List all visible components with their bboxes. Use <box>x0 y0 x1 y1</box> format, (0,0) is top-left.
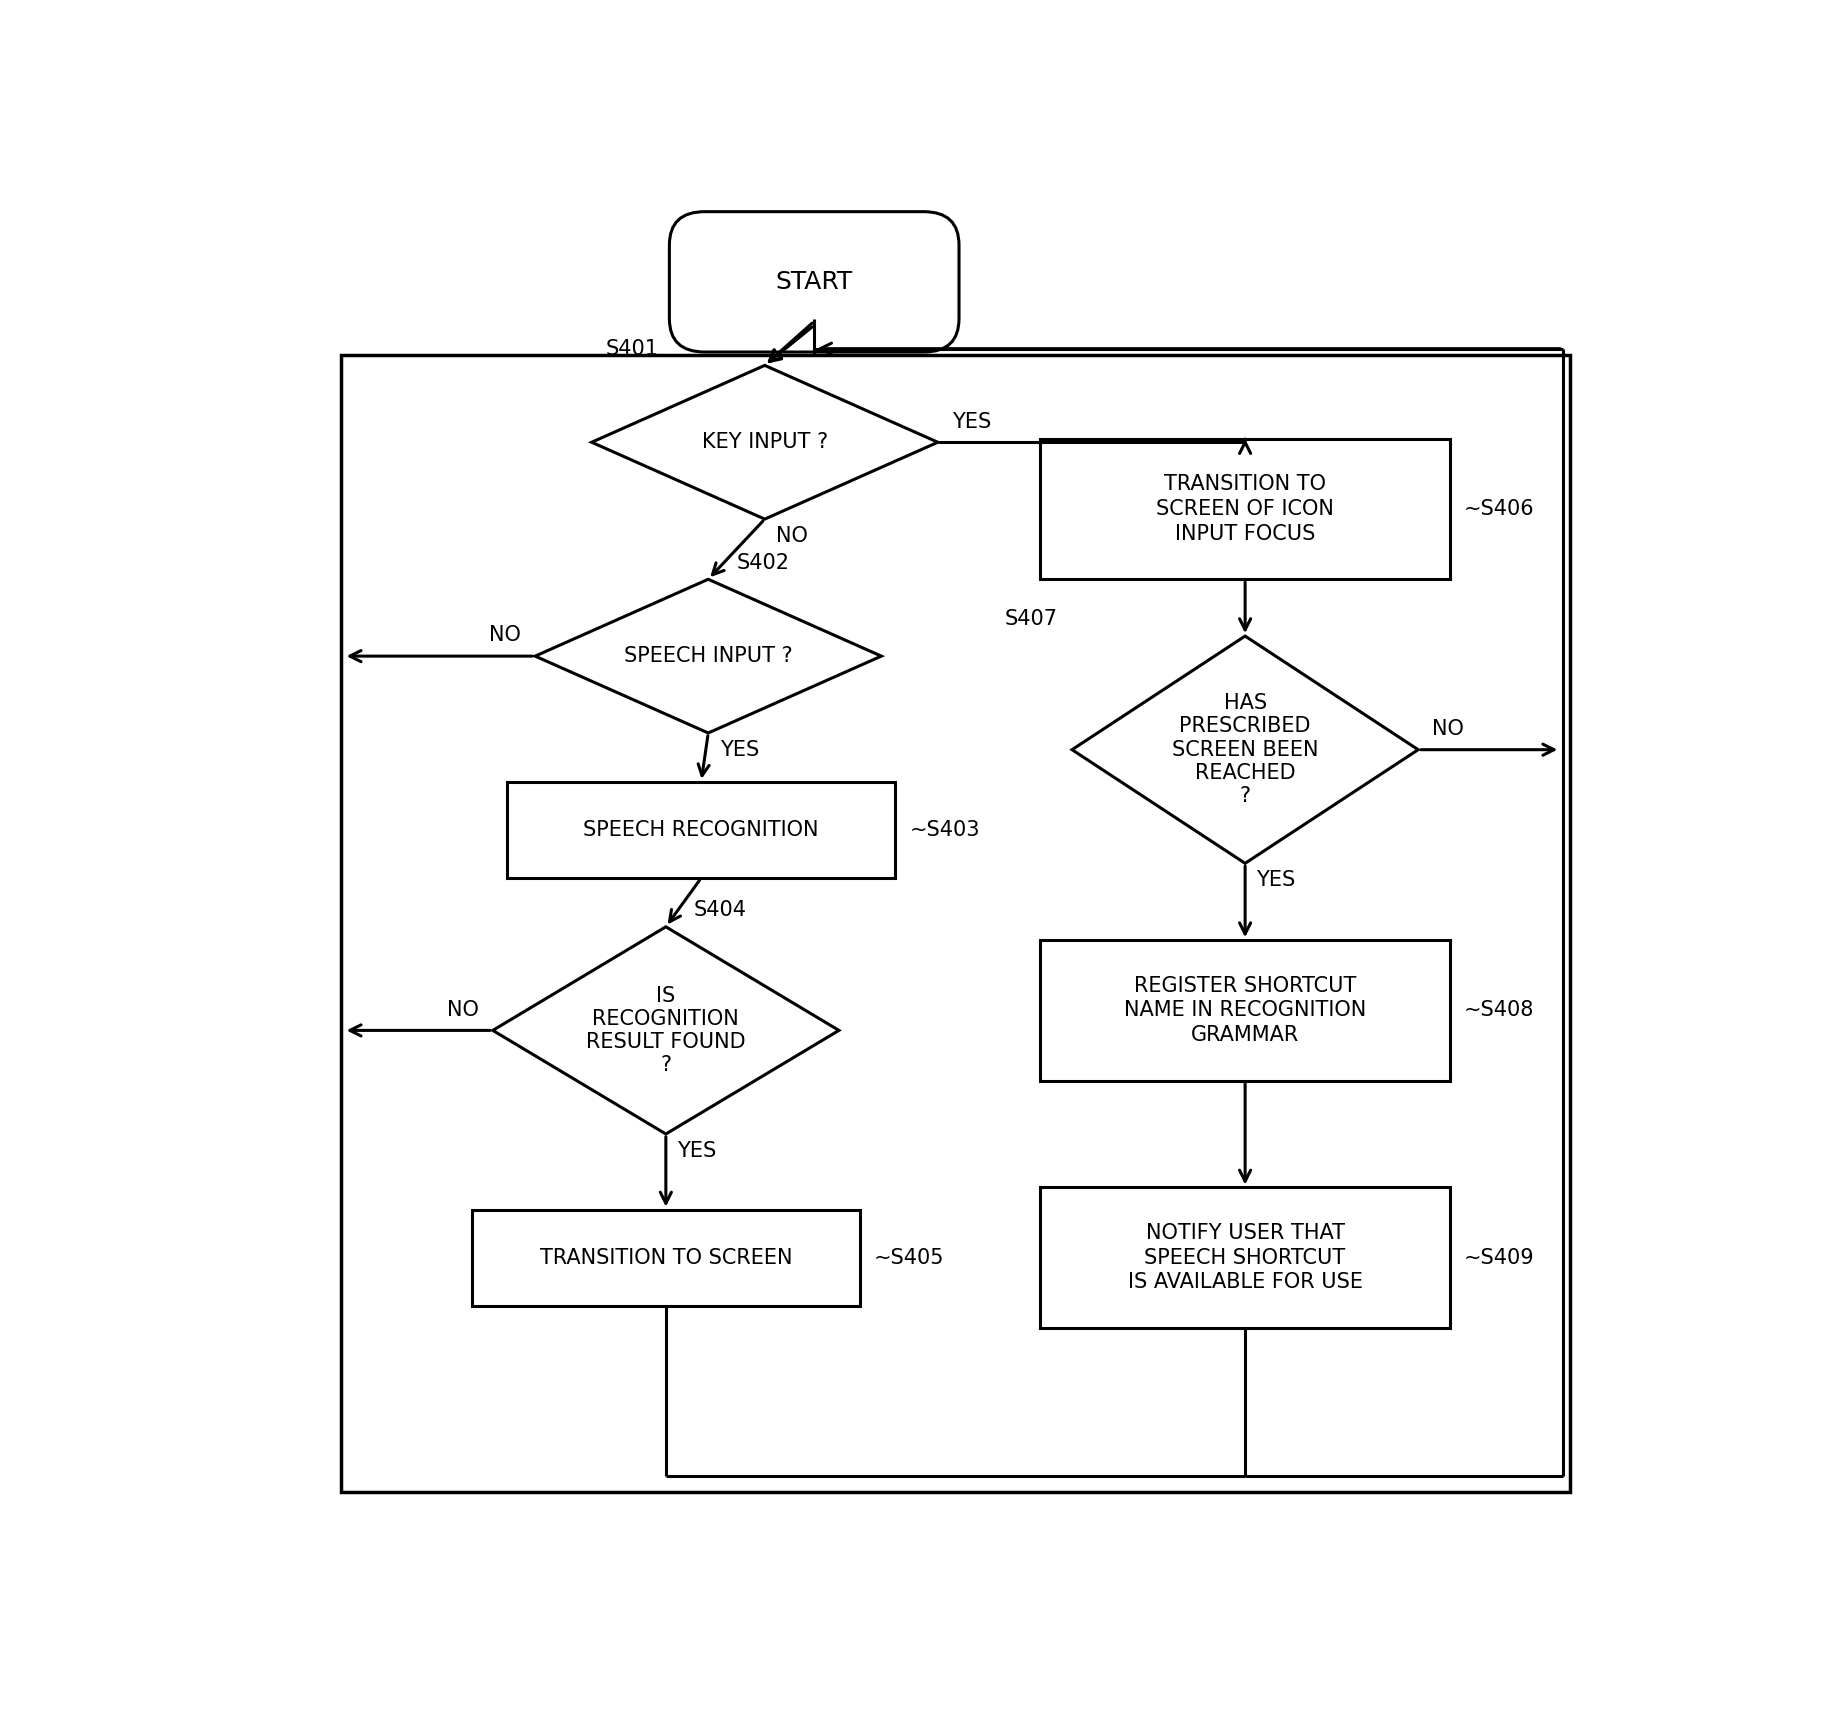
Text: S401: S401 <box>605 339 658 359</box>
Text: SPEECH RECOGNITION: SPEECH RECOGNITION <box>583 819 819 840</box>
Text: TRANSITION TO SCREEN: TRANSITION TO SCREEN <box>540 1248 793 1267</box>
Text: NO: NO <box>1433 719 1464 740</box>
Text: YES: YES <box>1256 870 1296 891</box>
Text: NO: NO <box>777 526 808 545</box>
Text: ~S409: ~S409 <box>1464 1248 1535 1267</box>
Text: START: START <box>775 269 853 293</box>
Text: ~S405: ~S405 <box>875 1248 944 1267</box>
Text: S402: S402 <box>736 552 789 573</box>
Text: ~S406: ~S406 <box>1464 498 1535 519</box>
Text: HAS
PRESCRIBED
SCREEN BEEN
REACHED
?: HAS PRESCRIBED SCREEN BEEN REACHED ? <box>1172 693 1318 806</box>
Text: ~S403: ~S403 <box>910 819 981 840</box>
Text: TRANSITION TO
SCREEN OF ICON
INPUT FOCUS: TRANSITION TO SCREEN OF ICON INPUT FOCUS <box>1156 474 1334 543</box>
Text: REGISTER SHORTCUT
NAME IN RECOGNITION
GRAMMAR: REGISTER SHORTCUT NAME IN RECOGNITION GR… <box>1125 976 1365 1045</box>
Text: NO: NO <box>489 625 521 646</box>
Text: IS
RECOGNITION
RESULT FOUND
?: IS RECOGNITION RESULT FOUND ? <box>585 986 746 1075</box>
Text: S407: S407 <box>1004 609 1057 630</box>
Text: YES: YES <box>676 1141 716 1161</box>
Text: NOTIFY USER THAT
SPEECH SHORTCUT
IS AVAILABLE FOR USE: NOTIFY USER THAT SPEECH SHORTCUT IS AVAI… <box>1128 1222 1362 1292</box>
Text: YES: YES <box>720 740 758 760</box>
Text: NO: NO <box>447 1000 479 1019</box>
Text: ~S408: ~S408 <box>1464 1000 1535 1021</box>
Text: YES: YES <box>952 411 992 432</box>
Text: KEY INPUT ?: KEY INPUT ? <box>702 432 828 453</box>
Text: SPEECH INPUT ?: SPEECH INPUT ? <box>623 646 793 667</box>
Text: S404: S404 <box>695 901 747 920</box>
